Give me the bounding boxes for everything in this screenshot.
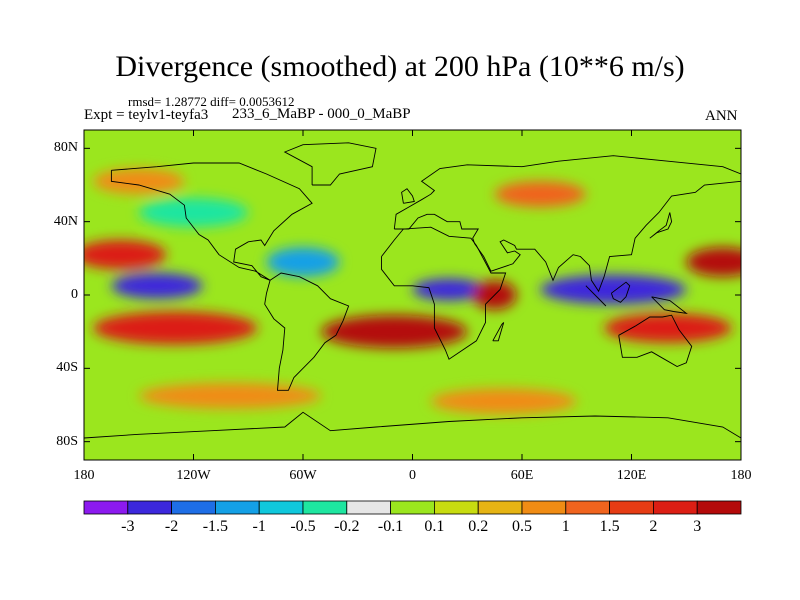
field-region-7 bbox=[93, 311, 258, 345]
colorbar-label-0: -3 bbox=[121, 518, 135, 535]
field-region-2 bbox=[412, 278, 486, 301]
colorbar-label-11: 1.5 bbox=[599, 518, 620, 535]
field-blobs bbox=[84, 168, 741, 415]
coastline-borneo bbox=[610, 281, 631, 303]
y-tick-label-2: 0 bbox=[71, 287, 78, 302]
y-tick-label-3: 40S bbox=[56, 360, 78, 376]
colorbar-swatch-6 bbox=[346, 500, 391, 515]
colorbar-label-9: 0.5 bbox=[512, 518, 532, 535]
colorbar-label-13: 3 bbox=[693, 518, 702, 535]
x-tick-label-6: 180 bbox=[730, 468, 752, 483]
colorbar-label-2: -1.5 bbox=[202, 518, 229, 535]
field-region-14 bbox=[494, 181, 586, 208]
field-region-8 bbox=[321, 315, 468, 349]
colorbar-label-5: -0.2 bbox=[334, 518, 360, 535]
y-tick-label-0: 80N bbox=[53, 140, 78, 156]
colorbar-swatch-1 bbox=[127, 500, 173, 515]
field-region-6 bbox=[686, 247, 741, 277]
colorbar-swatch-14 bbox=[696, 500, 742, 515]
colorbar-label-4: -0.5 bbox=[290, 518, 316, 535]
coastline-britain bbox=[401, 188, 415, 204]
colorbar-label-7: 0.1 bbox=[424, 518, 445, 535]
colorbar-swatch-3 bbox=[214, 500, 260, 515]
x-tick-label-0: 180 bbox=[73, 468, 95, 483]
coastline-greenland bbox=[283, 142, 377, 186]
colorbar-label-6: -0.1 bbox=[377, 518, 404, 535]
case-label: 233_6_MaBP - 000_0_MaBP bbox=[232, 106, 411, 122]
x-tick-label-4: 60E bbox=[510, 468, 534, 483]
coastline-sumatra bbox=[585, 285, 607, 307]
x-tick-label-3: 0 bbox=[409, 468, 416, 483]
coastline-eurasia bbox=[393, 155, 741, 293]
y-tick-label-4: 80S bbox=[56, 433, 78, 449]
colorbar-swatch-11 bbox=[565, 500, 610, 515]
rmsd-label: rmsd= 1.28772 diff= 0.0053612 bbox=[128, 94, 295, 109]
coastline-africa bbox=[381, 226, 507, 360]
colorbar-swatch-5 bbox=[302, 500, 348, 515]
coastline-south-america bbox=[264, 272, 350, 391]
colorbar-swatch-8 bbox=[433, 500, 479, 515]
colorbar-swatch-0 bbox=[83, 500, 129, 515]
x-tick-label-5: 120E bbox=[616, 468, 647, 483]
colorbar-swatch-12 bbox=[609, 500, 654, 515]
colorbar-swatch-9 bbox=[477, 500, 523, 515]
x-tick-label-1: 120W bbox=[176, 468, 211, 483]
colorbar-label-1: -2 bbox=[164, 518, 179, 535]
field-region-1 bbox=[111, 273, 203, 299]
colorbar-swatch-7 bbox=[390, 500, 435, 515]
coastline-australia bbox=[618, 314, 693, 367]
coastline-new-guinea bbox=[651, 296, 688, 314]
chart-title: Divergence (smoothed) at 200 hPa (10**6 … bbox=[115, 50, 685, 83]
coastline-layer bbox=[84, 142, 741, 439]
field-region-5 bbox=[84, 240, 167, 270]
colorbar-label-3: -1 bbox=[252, 518, 266, 535]
field-layer bbox=[84, 130, 741, 460]
x-tick-label-2: 60W bbox=[289, 468, 317, 483]
coastline-madagascar bbox=[492, 322, 505, 342]
colorbar-swatch-2 bbox=[171, 500, 216, 515]
field-region-3 bbox=[266, 247, 340, 277]
colorbar-swatch-4 bbox=[258, 500, 304, 515]
colorbar-label-12: 2 bbox=[649, 518, 658, 535]
coastline-north-america bbox=[110, 162, 313, 281]
coastline-antarctica bbox=[84, 411, 741, 439]
field-region-13 bbox=[93, 168, 185, 195]
y-tick-label-1: 40N bbox=[53, 213, 78, 229]
field-region-4 bbox=[138, 197, 249, 228]
colorbar-label-8: 0.2 bbox=[468, 518, 489, 535]
field-region-12 bbox=[430, 388, 577, 415]
colorbar-swatch-10 bbox=[521, 500, 567, 515]
season-label: ANN bbox=[705, 108, 738, 124]
field-region-0 bbox=[540, 274, 687, 305]
coastline-japan bbox=[649, 212, 673, 239]
colorbar-swatch-13 bbox=[653, 500, 698, 515]
colorbar bbox=[83, 500, 742, 515]
field-region-10 bbox=[604, 313, 732, 343]
expt-label: Expt = teylv1-teyfa3 bbox=[84, 107, 209, 123]
colorbar-label-10: 1 bbox=[561, 518, 570, 535]
field-region-11 bbox=[138, 383, 322, 409]
axis-ticks bbox=[83, 130, 742, 460]
